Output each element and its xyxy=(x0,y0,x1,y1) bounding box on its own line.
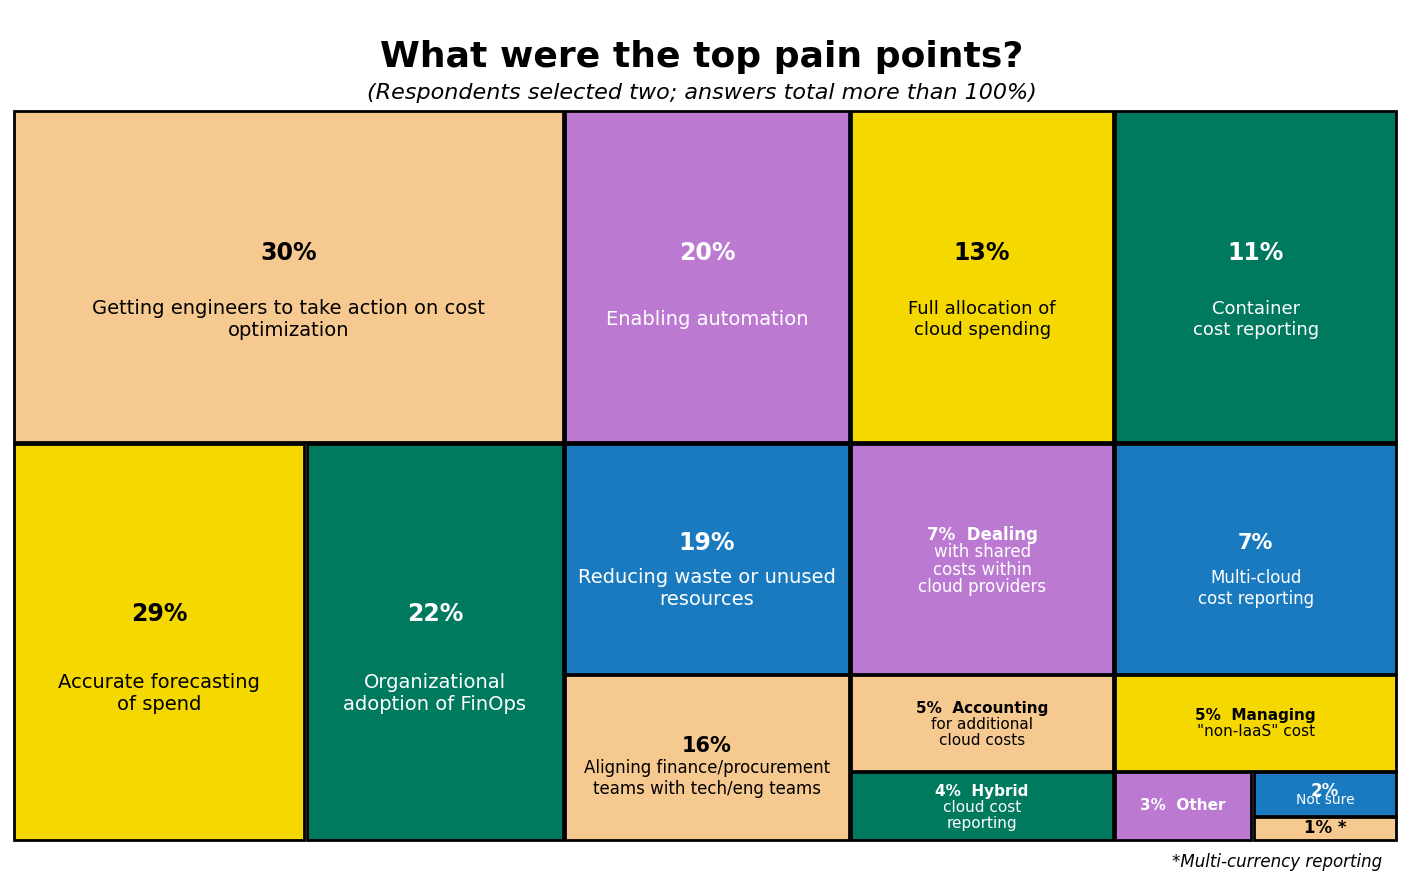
Text: 19%: 19% xyxy=(679,530,735,554)
Text: "non-IaaS" cost: "non-IaaS" cost xyxy=(1197,724,1315,739)
Bar xyxy=(1115,675,1396,771)
Text: costs within: costs within xyxy=(933,560,1031,579)
Text: Accurate forecasting
of spend: Accurate forecasting of spend xyxy=(58,673,260,713)
Text: Full allocation of
cloud spending: Full allocation of cloud spending xyxy=(908,301,1056,339)
Text: 20%: 20% xyxy=(679,241,735,265)
Text: 11%: 11% xyxy=(1228,241,1284,265)
Text: Organizational
adoption of FinOps: Organizational adoption of FinOps xyxy=(344,673,526,713)
Text: 16%: 16% xyxy=(682,735,732,756)
Text: 5%  Managing: 5% Managing xyxy=(1195,708,1316,723)
Text: Enabling automation: Enabling automation xyxy=(606,310,808,329)
Bar xyxy=(852,444,1113,674)
Bar xyxy=(14,110,563,442)
Text: Container
cost reporting: Container cost reporting xyxy=(1193,301,1319,339)
Text: with shared: with shared xyxy=(933,544,1031,561)
Text: 3%  Other: 3% Other xyxy=(1141,798,1226,813)
Text: 22%: 22% xyxy=(407,602,463,626)
Text: Getting engineers to take action on cost
optimization: Getting engineers to take action on cost… xyxy=(91,299,485,340)
Bar xyxy=(1254,772,1396,816)
Bar xyxy=(1115,772,1251,840)
Bar xyxy=(1254,817,1396,840)
Text: 30%: 30% xyxy=(260,241,317,265)
Text: *Multi-currency reporting: *Multi-currency reporting xyxy=(1172,853,1382,871)
Bar xyxy=(565,110,849,442)
Bar xyxy=(852,110,1113,442)
Text: 7%: 7% xyxy=(1237,532,1274,552)
Bar xyxy=(1115,110,1396,442)
Text: 29%: 29% xyxy=(130,602,188,626)
Text: 5%  Accounting: 5% Accounting xyxy=(916,701,1048,716)
Text: cloud providers: cloud providers xyxy=(918,578,1047,596)
Text: 13%: 13% xyxy=(954,241,1010,265)
Text: cloud cost: cloud cost xyxy=(943,800,1021,815)
Bar xyxy=(852,772,1113,840)
Text: Multi-cloud
cost reporting: Multi-cloud cost reporting xyxy=(1198,569,1313,608)
Text: Aligning finance/procurement
teams with tech/eng teams: Aligning finance/procurement teams with … xyxy=(584,759,831,798)
Bar xyxy=(565,675,849,840)
Text: Not sure: Not sure xyxy=(1295,793,1354,806)
Text: 1% *: 1% * xyxy=(1303,819,1345,837)
Text: cloud costs: cloud costs xyxy=(939,733,1026,748)
Text: 2%: 2% xyxy=(1310,781,1338,800)
Text: What were the top pain points?: What were the top pain points? xyxy=(380,41,1023,74)
Bar xyxy=(852,675,1113,771)
Text: for additional: for additional xyxy=(932,717,1033,732)
Bar xyxy=(307,444,563,840)
Bar xyxy=(1115,444,1396,674)
Text: 7%  Dealing: 7% Dealing xyxy=(926,526,1038,544)
Bar xyxy=(14,444,304,840)
Text: (Respondents selected two; answers total more than 100%): (Respondents selected two; answers total… xyxy=(366,83,1037,103)
Text: 4%  Hybrid: 4% Hybrid xyxy=(936,784,1028,799)
Bar xyxy=(565,444,849,674)
Text: Reducing waste or unused
resources: Reducing waste or unused resources xyxy=(578,568,836,609)
Text: reporting: reporting xyxy=(947,816,1017,831)
